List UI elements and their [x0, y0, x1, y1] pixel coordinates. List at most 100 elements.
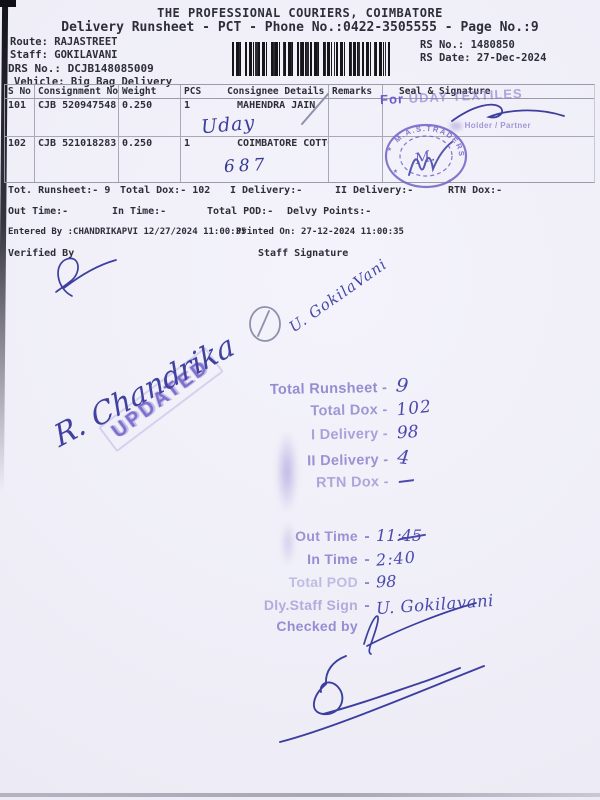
- stamp-label: Dly.Staff Sign: [263, 597, 358, 613]
- delivery-staff-signature: [279, 655, 485, 743]
- staff-signature-handwriting: U. GokilaVani: [285, 255, 391, 336]
- pcs-value: 1: [184, 138, 191, 149]
- column-header-seal: Seal & Signature: [399, 86, 491, 97]
- verified-by-signature: [55, 257, 117, 297]
- stamp-label: II Delivery -: [307, 451, 389, 470]
- column-header-consignment: Consignment No: [35, 85, 119, 98]
- column-header-weight-pcs: Weight: [119, 85, 181, 98]
- consignee-name: COIMBATORE COTTON: [237, 138, 328, 149]
- handwritten-value: 9: [395, 374, 410, 398]
- cell-pcs-consignee: 1 COIMBATORE COTTON: [181, 137, 329, 182]
- stamp-row: RTN Dox - —: [229, 470, 434, 498]
- table-row: 101 CJB 520947548 0.250 1 MAHENDRA JAIN: [5, 99, 594, 137]
- table-row: 102 CJB 521018283 0.250 1 COIMBATORE COTT…: [5, 137, 594, 182]
- cell-weight: 0.250: [119, 137, 181, 182]
- page-subtitle: Delivery Runsheet - PCT - Phone No.:0422…: [61, 20, 539, 35]
- stamp-label: Checked by: [276, 618, 358, 634]
- handwritten-value: 98: [375, 571, 397, 592]
- route-line: Route: RAJASTREET: [10, 36, 118, 48]
- cell-weight: 0.250: [119, 99, 181, 136]
- total-dox-text: Total Dox:- 102: [120, 185, 211, 196]
- stamp-label: I Delivery -: [310, 425, 389, 444]
- runsheet-table: S No Consignment No Weight PCS Consignee …: [4, 84, 595, 183]
- pcs-value: 1: [184, 100, 191, 111]
- stamp-row: II Delivery - 4: [228, 446, 433, 474]
- circle-slash-mark: [249, 306, 281, 342]
- totals-stamp-block: Total Runsheet - 9 Total Dox - 102 I Del…: [227, 374, 434, 498]
- column-header-weight: Weight: [122, 86, 157, 97]
- vehicle-line: Vehicle: Big Bag Delivery: [14, 76, 173, 88]
- stamp-row: Checked by: [244, 618, 494, 641]
- weight-value: 0.250: [122, 100, 153, 111]
- round-seal-stamp: M.A.S.TRADERS ★ ★ ★ M.: [384, 123, 468, 189]
- star-icon: ★: [447, 176, 452, 185]
- ii-delivery-text: II Delivery:-: [335, 185, 414, 196]
- handwritten-value: 2:40: [375, 547, 417, 570]
- stamp-dash: -: [364, 528, 370, 545]
- cell-sno: 102: [5, 137, 35, 182]
- handwritten-value: 102: [395, 396, 433, 421]
- stamp-label: Total Runsheet -: [269, 380, 388, 399]
- handwritten-note-uday: Uday: [200, 111, 257, 139]
- column-header-remarks: Remarks: [329, 85, 383, 98]
- stamp-dash: -: [364, 574, 370, 591]
- delvy-points-text: Delvy Points:-: [287, 206, 372, 217]
- stamp-row: Dly.Staff Sign - U. Gokilavani: [244, 591, 495, 618]
- in-time-text: In Time:-: [112, 206, 167, 217]
- stamp-label: RTN Dox -: [315, 473, 389, 492]
- checked-by-flourish-signature: [363, 602, 477, 655]
- stamp-dash: -: [364, 597, 370, 614]
- rs-no-line: RS No.: 1480850: [420, 39, 515, 51]
- cell-consignment: CJB 520947548: [35, 99, 119, 136]
- stamp-row: Out Time - 11:45: [244, 526, 494, 549]
- drs-no-line: DRS No.: DCJB148085009: [8, 62, 154, 75]
- designation-label: Holder / Partner: [464, 121, 532, 130]
- ink-smudge: [281, 520, 295, 566]
- tot-runsheet-text: Tot. Runsheet:- 9: [8, 185, 111, 196]
- scan-corner-mark: [0, 0, 16, 7]
- column-header-pcs-consignee-wrap: PCS Consignee Details: [181, 85, 329, 98]
- designation-text: Holder / Partner: [450, 121, 531, 130]
- stamp-value: 2:40: [375, 547, 417, 570]
- stamp-dash: -: [364, 551, 370, 568]
- stamp-label: Out Time: [295, 528, 358, 544]
- printed-on-text: Printed On: 27-12-2024 11:00:35: [236, 227, 404, 237]
- stamp-value: 9: [395, 374, 410, 398]
- star-icon: ★: [393, 166, 398, 175]
- stamp-row: Total Runsheet - 9: [227, 374, 432, 402]
- rtn-dox-text: RTN Dox:-: [448, 185, 503, 196]
- handwritten-value: 98: [396, 422, 420, 444]
- handwritten-value: 11:: [376, 526, 402, 545]
- handwritten-note-687: 687: [223, 154, 269, 178]
- cell-remarks: [329, 137, 383, 182]
- times-stamp-block: Out Time - 11:45 In Time - 2:40 Total PO…: [244, 526, 495, 641]
- stamp-value: 102: [395, 396, 433, 421]
- weight-value: 0.250: [122, 138, 153, 149]
- total-pod-text: Total POD:-: [207, 206, 274, 217]
- page-title: THE PROFESSIONAL COURIERS, COIMBATORE: [157, 6, 443, 20]
- verified-by-label: Verified By: [8, 248, 75, 259]
- rs-date-line: RS Date: 27-Dec-2024: [420, 52, 547, 64]
- staff-signature-label: Staff Signature: [258, 248, 349, 259]
- stamp-value: —: [397, 470, 416, 492]
- scan-edge-left: [0, 0, 9, 492]
- stamp-row: In Time - 2:40: [244, 547, 494, 572]
- column-header-sno: S No: [5, 85, 35, 98]
- stamp-row: Total Dox - 102: [227, 396, 433, 426]
- out-time-text: Out Time:-: [8, 206, 69, 217]
- consignee-signature-swoosh: [451, 103, 565, 122]
- ink-smudge: [450, 121, 462, 130]
- i-delivery-text: I Delivery:-: [230, 185, 303, 196]
- stamp-label: Total POD: [288, 574, 358, 590]
- stamp-row: Total POD - 98: [244, 572, 494, 595]
- handwritten-value-struck: 45: [401, 526, 423, 545]
- cell-sno: 101: [5, 99, 35, 136]
- consignee-name: MAHENDRA JAIN: [237, 100, 316, 111]
- entered-by-text: Entered By :CHANDRIKAPVI 12/27/2024 11:0…: [8, 227, 247, 237]
- star-icon: ★: [387, 144, 392, 153]
- cell-pcs-consignee: 1 MAHENDRA JAIN: [181, 99, 329, 136]
- handwritten-value: 4: [396, 446, 411, 470]
- stamp-value: 98: [396, 422, 420, 444]
- scan-edge-bottom: [0, 793, 600, 797]
